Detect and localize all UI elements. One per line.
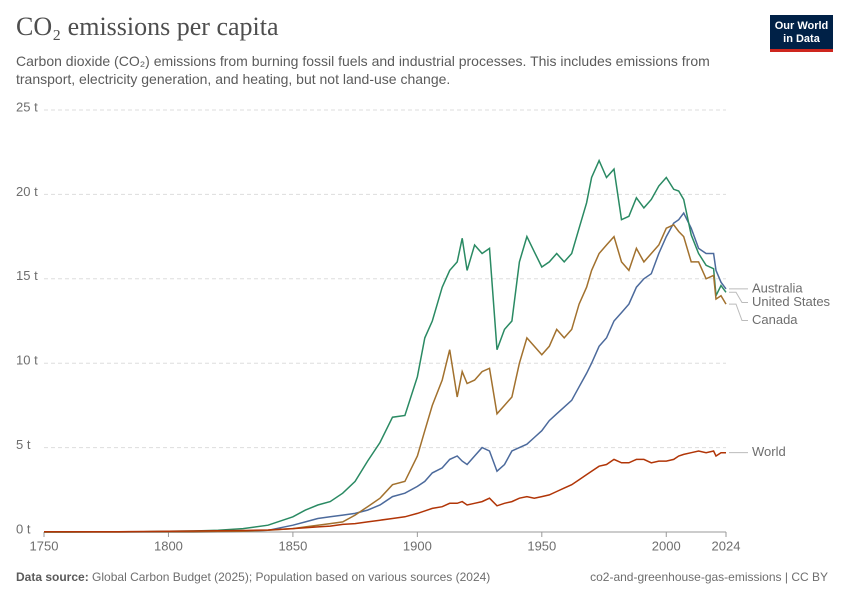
source-label: Data source: — [16, 570, 89, 584]
x-tick-label: 1750 — [30, 538, 59, 553]
legend-label: Australia — [752, 280, 803, 295]
y-tick-label: 20 t — [16, 184, 38, 199]
x-tick-label: 1800 — [154, 538, 183, 553]
footer-url[interactable]: co2-and-greenhouse-gas-emissions | CC BY — [590, 570, 828, 584]
y-tick-label: 0 t — [16, 521, 31, 536]
series-line — [44, 211, 727, 533]
y-tick-label: 15 t — [16, 268, 38, 283]
logo[interactable]: Our World in Data — [770, 15, 833, 52]
legend-label: Canada — [752, 312, 798, 327]
logo-line: Our World — [774, 20, 829, 32]
legend-connector — [729, 303, 748, 321]
x-tick-label: 1950 — [527, 538, 556, 553]
y-tick-label: 25 t — [16, 99, 38, 114]
x-tick-label: 2024 — [712, 538, 741, 553]
y-tick-label: 10 t — [16, 353, 38, 368]
source-text[interactable]: Global Carbon Budget (2025); Population … — [92, 570, 491, 584]
footer-source: Data source: Global Carbon Budget (2025)… — [16, 570, 490, 584]
x-tick-label: 1850 — [278, 538, 307, 553]
legend-connector — [729, 291, 748, 303]
x-tick-label: 2000 — [652, 538, 681, 553]
logo-line: in Data — [783, 33, 820, 45]
series-line — [44, 158, 727, 533]
legend-label: United States — [752, 294, 831, 309]
y-tick-label: 5 t — [16, 437, 31, 452]
legend-label: World — [752, 444, 786, 459]
series-line — [44, 450, 726, 533]
series-line — [44, 223, 727, 533]
chart-subtitle: Carbon dioxide (CO₂) emissions from burn… — [16, 53, 710, 87]
x-tick-label: 1900 — [403, 538, 432, 553]
chart: 0 t 5 t 10 t 15 t 20 t 25 t 1750 1800 1850 1900 19… — [16, 99, 831, 553]
chart-title: CO₂ emissions per capita — [16, 12, 279, 41]
